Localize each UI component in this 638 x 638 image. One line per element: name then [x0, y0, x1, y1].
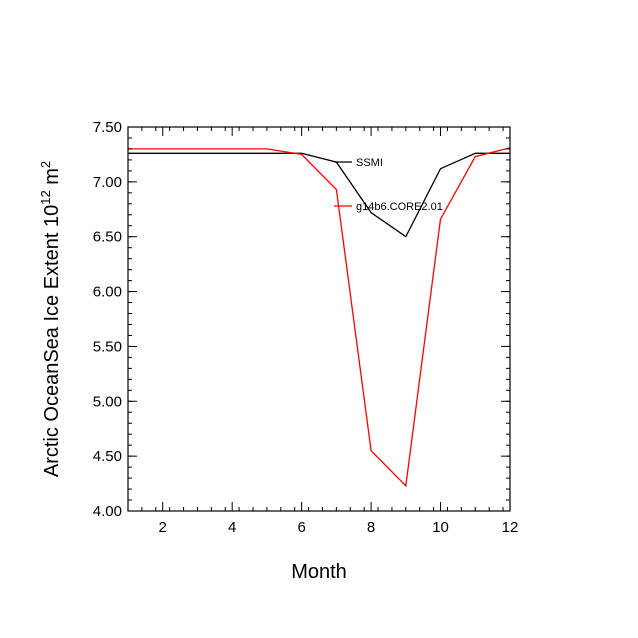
legend: SSMI g14b6.CORE2.01 [334, 157, 443, 213]
y-axis-title-unit-exponent: 2 [38, 161, 53, 168]
y-tick-label: 4.00 [93, 503, 122, 520]
y-tick-label: 6.00 [93, 284, 122, 301]
y-axis-title-unit: m [41, 168, 63, 190]
series-line-1 [128, 152, 510, 238]
y-tick-label: 6.50 [93, 229, 122, 246]
tick-labels: 2 4 6 8 10 12 4.00 4.50 5.00 5.50 6.00 6.50 7.00 7.50 [93, 119, 519, 536]
y-axis-title-text: Arctic OceanSea Ice Extent 10 [41, 205, 63, 477]
y-tick-label: 5.00 [93, 393, 122, 410]
x-tick-label: 2 [159, 519, 167, 536]
y-tick-label: 7.50 [93, 119, 122, 136]
plot-frame [127, 126, 511, 512]
y-tick-label: 4.50 [93, 448, 122, 465]
plot-lines [128, 147, 511, 488]
y-tick-label: 5.50 [93, 338, 122, 355]
x-tick-label: 8 [367, 519, 375, 536]
x-tick-label: 6 [297, 519, 305, 536]
legend-label-1: SSMI [356, 157, 383, 169]
legend-label-2: g14b6.CORE2.01 [356, 201, 443, 213]
y-axis-title: Arctic OceanSea Ice Extent 1012 m2 [38, 161, 63, 477]
x-tick-label: 10 [432, 519, 449, 536]
x-tick-label: 4 [228, 519, 236, 536]
x-axis-title: Month [291, 561, 347, 583]
y-tick-label: 7.00 [93, 174, 122, 191]
y-axis-title-exponent: 12 [38, 190, 53, 204]
axis-ticks [127, 126, 511, 512]
series-line-2 [128, 147, 511, 488]
x-tick-label: 12 [502, 519, 519, 536]
